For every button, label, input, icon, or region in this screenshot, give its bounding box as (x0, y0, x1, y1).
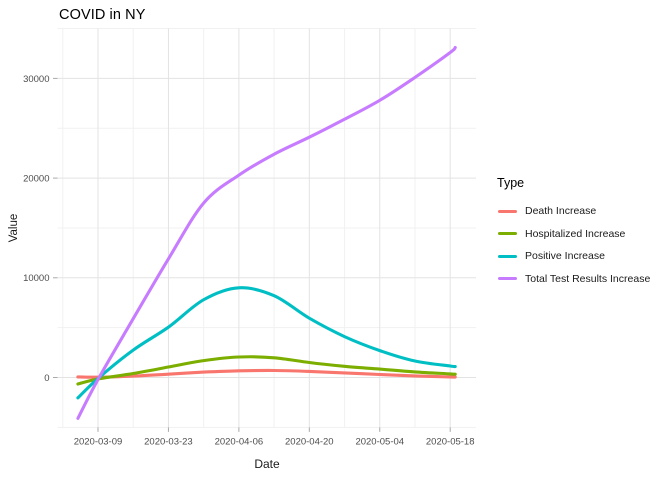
legend-item-label: Death Increase (525, 205, 597, 218)
y-axis-title: Value (8, 213, 20, 243)
x-axis-title: Date (254, 457, 280, 471)
series-line-positive-increase (76, 286, 457, 400)
legend-key-line (498, 232, 517, 236)
y-tick-label: 20000 (23, 174, 49, 185)
x-tick-label: 2020-03-23 (144, 436, 193, 447)
x-tick-label: 2020-05-04 (355, 436, 404, 447)
series-line-death-increase (76, 368, 457, 379)
y-tick-label: 10000 (23, 273, 49, 284)
series-line-hospitalized-increase (76, 355, 457, 386)
x-tick-label: 2020-04-20 (285, 436, 334, 447)
legend-item: Death Increase (496, 200, 650, 223)
chart-title: COVID in NY (59, 7, 146, 23)
x-tick-label: 2020-04-06 (215, 436, 264, 447)
legend-item: Hospitalized Increase (496, 223, 650, 246)
legend-item: Total Test Results Increase (496, 268, 650, 291)
y-tick-label: 0 (44, 373, 49, 384)
legend-key-line (498, 209, 517, 213)
legend-item-label: Hospitalized Increase (525, 227, 626, 240)
x-tick-label: 2020-05-18 (426, 436, 475, 447)
legend-item: Positive Increase (496, 245, 650, 268)
legend-item-label: Positive Increase (525, 250, 605, 263)
legend-item-label: Total Test Results Increase (525, 272, 651, 285)
series-line-total-test-results-increase (76, 45, 457, 420)
y-tick-label: 30000 (23, 74, 49, 85)
legend-key-line (498, 277, 517, 281)
legend-items: Death Increase Hospitalized Increase Posit… (496, 200, 650, 290)
x-tick-label: 2020-03-09 (74, 436, 123, 447)
legend-title: Type (497, 176, 525, 190)
legend-key-line (498, 254, 517, 258)
legend: Type Death Increase Hospitalized Increase… (496, 176, 650, 290)
